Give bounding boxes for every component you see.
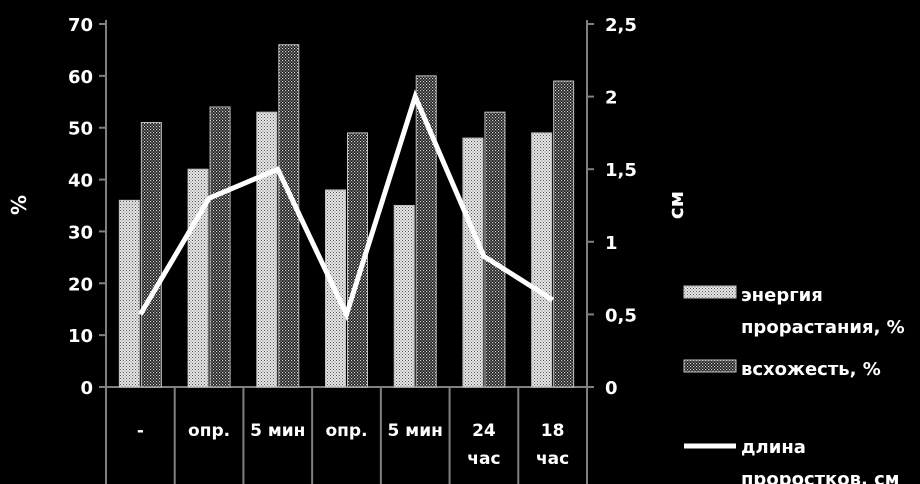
bar-germination xyxy=(484,111,506,388)
left-tick-label: 50 xyxy=(68,119,93,140)
left-tick-label: 20 xyxy=(68,274,93,295)
category-label: 5 мин xyxy=(388,421,443,441)
bar-germination xyxy=(553,80,575,388)
legend-label: энергия xyxy=(741,285,823,306)
bar-germination xyxy=(415,75,437,388)
category-label: опр. xyxy=(188,421,230,441)
bar-germination xyxy=(209,106,231,388)
legend-label: проростков, см xyxy=(741,469,900,484)
left-tick-label: 70 xyxy=(68,15,93,36)
left-axis-ticks: 0 10 20 30 40 50 60 70 xyxy=(68,15,106,399)
right-axis-title: см xyxy=(664,191,688,219)
category-label: час xyxy=(536,449,569,469)
right-tick-label: 2,5 xyxy=(605,15,637,36)
legend-label: длина xyxy=(741,437,806,458)
legend: энергия прорастания, % всхожесть, % длина пр… xyxy=(683,285,905,484)
category-table: - опр. 5 мин опр. 5 мин 24 час 18 час xyxy=(105,387,588,484)
right-tick-label: 2 xyxy=(605,88,618,109)
bar-germination xyxy=(278,44,300,388)
category-label: 18 xyxy=(541,421,565,441)
category-label: 5 мин xyxy=(250,421,305,441)
left-tick-label: 10 xyxy=(68,326,93,347)
left-tick-label: 30 xyxy=(68,222,93,243)
right-tick-label: 1,5 xyxy=(605,160,637,181)
line-series xyxy=(138,89,554,322)
category-label: опр. xyxy=(325,421,367,441)
bar-energy xyxy=(393,205,415,388)
right-tick-label: 0,5 xyxy=(605,305,637,326)
bar-energy xyxy=(256,111,278,388)
left-tick-label: 0 xyxy=(80,378,93,399)
left-tick-label: 40 xyxy=(68,171,93,192)
bar-energy xyxy=(462,137,484,388)
legend-swatch xyxy=(683,285,737,299)
category-label: - xyxy=(137,421,144,441)
category-label: час xyxy=(467,449,500,469)
bars xyxy=(118,44,575,388)
legend-label: прорастания, % xyxy=(741,317,905,338)
left-axis-title: % xyxy=(7,195,31,215)
bar-germination xyxy=(347,132,368,388)
right-tick-label: 1 xyxy=(605,233,618,254)
legend-label: всхожесть, % xyxy=(741,359,881,380)
bar-germination xyxy=(140,122,162,388)
right-tick-label: 0 xyxy=(605,378,618,399)
bar-energy xyxy=(531,132,553,388)
axes xyxy=(105,20,588,388)
bar-energy xyxy=(118,199,140,388)
left-tick-label: 60 xyxy=(68,67,93,88)
legend-swatch xyxy=(683,359,737,373)
right-axis-ticks: 0 0,5 1 1,5 2 2,5 xyxy=(587,15,637,399)
category-label: 24 xyxy=(472,421,496,441)
